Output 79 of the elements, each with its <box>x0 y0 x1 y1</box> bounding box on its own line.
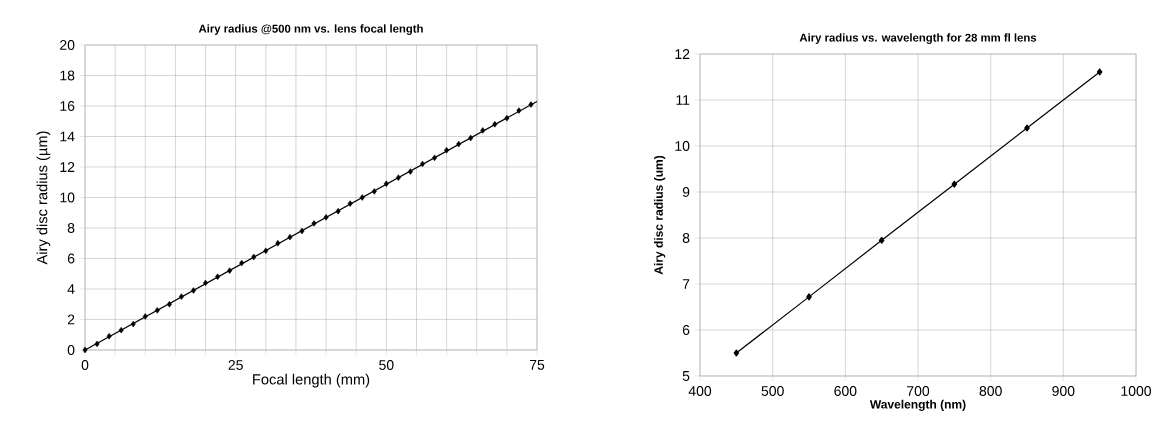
point <box>166 301 172 308</box>
point <box>94 340 100 348</box>
point <box>444 147 450 154</box>
x-tick-label: 700 <box>907 386 930 396</box>
y-tick-label: 14 <box>60 131 75 142</box>
point <box>118 326 124 334</box>
point <box>178 293 184 300</box>
point <box>299 227 305 235</box>
point <box>215 273 221 280</box>
point <box>395 174 401 181</box>
point <box>239 259 245 267</box>
y-axis-title: Airy disc radius (µm) <box>36 131 51 265</box>
y-tick-label: 5 <box>682 371 690 381</box>
x-axis-title: Focal length (mm) <box>253 373 370 388</box>
y-tick-label: 10 <box>675 141 690 151</box>
point <box>383 180 389 187</box>
y-tick-label: 16 <box>60 101 75 111</box>
y-tick-label: 4 <box>67 284 75 294</box>
point <box>130 320 136 328</box>
x-tick-label: 25 <box>228 360 243 370</box>
y-tick-label: 20 <box>60 40 75 50</box>
point <box>492 121 498 128</box>
point <box>516 107 522 114</box>
point <box>82 346 88 354</box>
x-tick-label: 600 <box>834 386 857 396</box>
point <box>311 220 317 227</box>
point <box>263 247 269 255</box>
point <box>733 349 740 357</box>
x-tick-label: 0 <box>81 360 89 370</box>
y-tick-label: 8 <box>67 223 75 233</box>
chart-title: Airy radius vs. wavelength for 28 mm fl lens <box>799 33 1037 44</box>
x-tick-label: 1000 <box>1121 386 1152 396</box>
point <box>203 279 209 287</box>
point <box>287 233 293 241</box>
point <box>806 293 812 301</box>
chart-title: Airy radius @500 nm vs. lens focal length <box>198 24 423 35</box>
point <box>227 267 233 274</box>
y-tick-label: 9 <box>682 187 690 197</box>
point <box>1096 68 1103 76</box>
y-axis-title: Airy disc radius (um) <box>654 155 666 275</box>
point <box>371 188 377 195</box>
y-tick-label: 2 <box>67 314 75 325</box>
x-tick-label: 500 <box>761 386 784 396</box>
x-tick-label: 800 <box>979 386 1002 396</box>
x-tick-label: 900 <box>1052 386 1075 396</box>
y-tick-label: 6 <box>682 325 690 335</box>
point <box>407 168 413 175</box>
x-tick-label: 75 <box>529 360 545 370</box>
point <box>878 236 885 244</box>
x-axis-title: Wavelength (nm) <box>869 399 966 412</box>
y-tick-label: 7 <box>682 279 690 289</box>
point <box>1024 124 1030 132</box>
point <box>347 200 353 207</box>
point <box>456 140 462 148</box>
point <box>335 208 341 215</box>
y-tick-label: 0 <box>67 345 75 355</box>
point <box>251 253 257 261</box>
y-tick-label: 12 <box>60 162 75 172</box>
point <box>323 214 329 221</box>
point <box>951 180 958 188</box>
point <box>142 313 148 320</box>
point <box>106 333 112 340</box>
point <box>480 127 486 134</box>
y-tick-label: 18 <box>60 70 75 81</box>
point <box>468 134 474 142</box>
y-tick-label: 12 <box>675 49 690 59</box>
x-tick-label: 400 <box>688 386 712 396</box>
point <box>432 154 438 162</box>
point <box>275 240 281 247</box>
point <box>191 287 196 294</box>
y-tick-label: 10 <box>60 192 75 203</box>
point <box>528 101 534 108</box>
point <box>154 307 160 314</box>
y-tick-label: 8 <box>682 233 690 243</box>
y-tick-label: 6 <box>67 253 75 264</box>
point <box>359 194 365 201</box>
x-tick-label: 50 <box>379 360 394 370</box>
point <box>504 114 510 122</box>
y-tick-label: 11 <box>676 95 690 105</box>
